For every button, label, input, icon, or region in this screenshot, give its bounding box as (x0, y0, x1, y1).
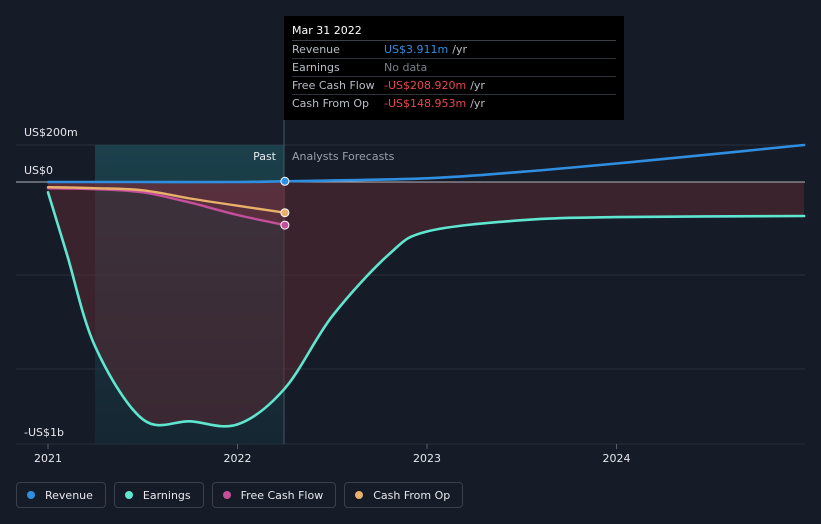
area-fills (48, 182, 805, 427)
legend-dot-icon (27, 491, 35, 499)
revenue-line (46, 143, 806, 184)
legend-dot-icon (124, 491, 133, 499)
legend-dot-icon (355, 491, 364, 499)
revenue-marker (280, 176, 290, 186)
tooltip-value: -US$208.920m (384, 79, 467, 92)
data-tooltip: Mar 31 2022 Revenue US$3.911m /yr Earnin… (284, 16, 624, 120)
tooltip-unit: /yr (470, 97, 485, 110)
x-tick-label: 2023 (413, 452, 441, 465)
earnings-line (46, 191, 806, 428)
legend-item-revenue[interactable]: Revenue (16, 482, 106, 508)
tooltip-row-revenue: Revenue US$3.911m /yr (292, 41, 616, 59)
legend-label: Cash From Op (373, 488, 451, 502)
legend-item-earnings[interactable]: Earnings (113, 482, 204, 508)
tooltip-row-free-cash-flow: Free Cash Flow -US$208.920m /yr (292, 77, 616, 95)
tooltip-value: US$3.911m (384, 43, 449, 56)
series-markers (280, 176, 290, 230)
tooltip-unit: /yr (452, 43, 467, 56)
past-label: Past (253, 150, 277, 163)
legend: Revenue Earnings Free Cash Flow Cash Fro… (16, 482, 464, 508)
tooltip-row-earnings: Earnings No data (292, 59, 616, 77)
tooltip-label: Free Cash Flow (292, 79, 375, 92)
tooltip-label: Cash From Op (292, 97, 370, 110)
tooltip-label: Earnings (292, 61, 340, 74)
x-tick-label: 2021 (34, 452, 62, 465)
tooltip-label: Revenue (292, 43, 340, 56)
cash-from-op-line (46, 186, 287, 214)
legend-dot-icon (222, 491, 231, 499)
tooltip-value: No data (384, 61, 428, 74)
cash-from-op-marker (280, 208, 290, 218)
x-tick-label: 2022 (224, 452, 252, 465)
earnings-area (48, 182, 805, 427)
tooltip-row-cash-from-op: Cash From Op -US$148.953m /yr (292, 95, 616, 112)
tooltip-value: -US$148.953m (384, 97, 467, 110)
free-cash-flow-area (48, 182, 285, 226)
legend-label: Revenue (45, 488, 93, 502)
x-axis-ticks: 2021 2022 2023 2024 (34, 444, 631, 465)
tooltip-unit: /yr (470, 79, 485, 92)
legend-item-free-cash-flow[interactable]: Free Cash Flow (211, 482, 337, 508)
legend-item-cash-from-op[interactable]: Cash From Op (344, 482, 464, 508)
y-label-top: US$200m (24, 126, 78, 139)
legend-label: Free Cash Flow (240, 488, 324, 502)
x-tick-label: 2024 (603, 452, 631, 465)
forecast-label: Analysts Forecasts (292, 150, 395, 163)
free-cash-flow-marker (280, 220, 290, 230)
tooltip-date: Mar 31 2022 (292, 22, 616, 41)
series-lines (46, 143, 806, 428)
y-label-zero: US$0 (24, 164, 53, 177)
legend-label: Earnings (142, 488, 191, 502)
y-label-bottom: -US$1b (24, 426, 64, 439)
